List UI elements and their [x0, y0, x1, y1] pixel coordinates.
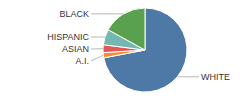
pie-slice: [108, 8, 145, 50]
labels: WHITE A.I. ASIAN HISPANIC BLACK: [47, 9, 230, 82]
pie: [103, 8, 187, 92]
slice-label: WHITE: [201, 72, 230, 82]
slice-label: A.I.: [75, 56, 89, 66]
chart: WHITE A.I. ASIAN HISPANIC BLACK: [0, 0, 240, 100]
leader-line: [91, 13, 124, 14]
leader-line: [91, 37, 105, 38]
pie-slice: [104, 8, 187, 92]
leader-line: [91, 48, 103, 49]
slice-label: BLACK: [59, 9, 89, 19]
leader-line: [91, 55, 103, 61]
slice-label: HISPANIC: [47, 32, 89, 42]
slice-label: ASIAN: [62, 44, 89, 54]
leader-line: [177, 76, 199, 77]
